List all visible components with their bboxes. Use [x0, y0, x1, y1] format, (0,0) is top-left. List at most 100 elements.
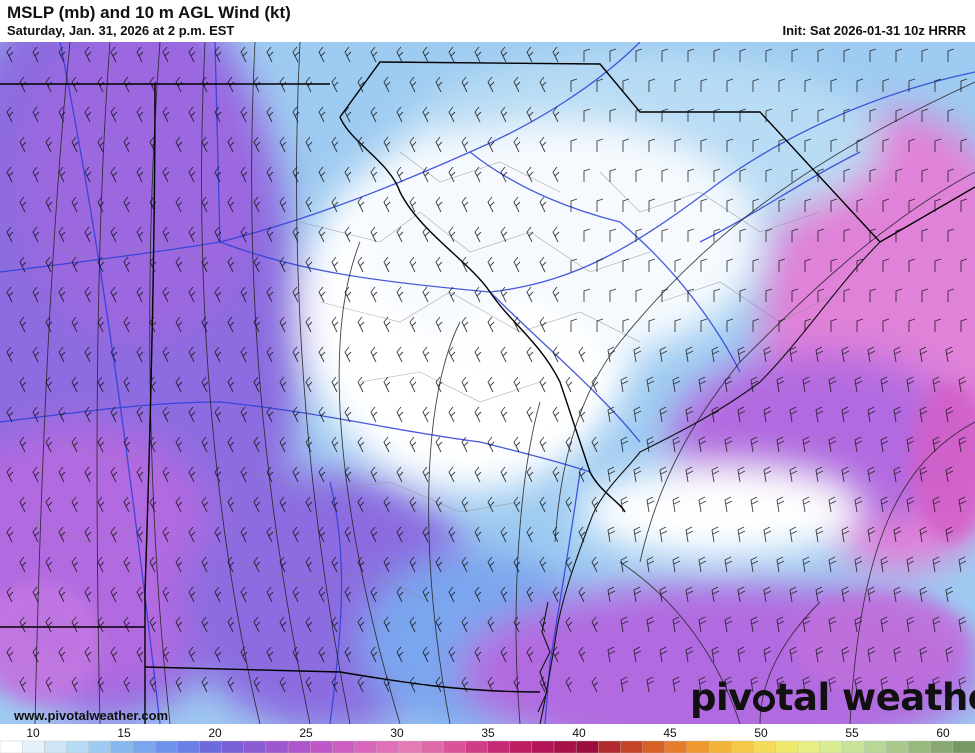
wind-barb: [32, 526, 40, 543]
colorbar-tick-label: 55: [845, 726, 859, 740]
wind-barb: [409, 256, 417, 273]
wind-barb: [596, 318, 604, 332]
wind-barb: [175, 256, 183, 273]
wind-barb: [448, 106, 456, 123]
wind-barb: [474, 166, 482, 183]
wind-barb: [110, 526, 118, 543]
wind-barb: [739, 228, 747, 242]
wind-barb: [149, 136, 157, 153]
wind-barb: [815, 526, 824, 543]
wind-barb: [45, 676, 53, 693]
wind-barb: [305, 376, 313, 393]
wind-barb: [240, 226, 248, 243]
wind-barb: [422, 226, 430, 243]
wind-barb: [960, 258, 968, 272]
wind-barb: [474, 226, 482, 243]
wind-barb: [97, 196, 105, 213]
wind-barb: [240, 106, 248, 123]
wind-barb: [45, 556, 53, 573]
weather-map[interactable]: [0, 42, 975, 724]
wind-barb: [776, 676, 785, 693]
wind-barb: [895, 48, 903, 62]
wind-barb: [214, 166, 222, 183]
wind-barb: [396, 526, 404, 543]
wind-barb: [266, 226, 274, 243]
wind-barb: [45, 256, 53, 273]
wind-barb: [71, 136, 79, 153]
colorbar-swatch: [398, 740, 422, 753]
wind-barb: [162, 466, 170, 483]
wind-barb: [110, 226, 118, 243]
wind-barb: [578, 406, 586, 423]
wind-barb: [841, 526, 850, 543]
wind-barb: [318, 586, 326, 603]
wind-barb: [201, 436, 209, 453]
colorbar-tick-label: 30: [390, 726, 404, 740]
website-url[interactable]: www.pivotalweather.com: [14, 708, 169, 723]
wind-barb: [882, 198, 890, 212]
wind-barb: [737, 346, 746, 363]
wind-barb: [843, 228, 851, 242]
wind-barb: [685, 586, 694, 603]
wind-barb: [357, 556, 365, 573]
wind-barb: [856, 258, 864, 272]
wind-barb: [880, 676, 889, 693]
wind-barb: [622, 138, 630, 152]
wind-barb: [461, 316, 469, 333]
wind-barb: [539, 196, 547, 213]
valid-time: Saturday, Jan. 31, 2026 at 2 p.m. EST: [7, 23, 235, 38]
wind-barb: [648, 78, 656, 92]
wind-barb: [149, 76, 157, 93]
wind-barb: [659, 586, 668, 603]
wind-barb: [739, 48, 747, 62]
highways: [0, 42, 975, 724]
brand-left: piv: [690, 676, 752, 719]
wind-barb: [841, 466, 850, 483]
wind-barb: [867, 526, 876, 543]
wind-barb: [552, 106, 560, 123]
wind-barb: [435, 616, 443, 633]
wind-barb: [906, 616, 915, 633]
wind-barb: [609, 288, 617, 302]
wind-barb: [227, 676, 235, 693]
wind-barb: [908, 198, 916, 212]
wind-barb: [266, 526, 274, 543]
wind-barb: [565, 376, 573, 393]
wind-barb: [815, 346, 824, 363]
wind-barb: [32, 166, 40, 183]
wind-barb: [370, 226, 378, 243]
colorbar-swatch: [442, 740, 467, 753]
wind-barb: [565, 556, 573, 573]
wind-barb: [687, 228, 695, 242]
wind-barb: [97, 376, 105, 393]
wind-barb: [435, 76, 443, 93]
wind-barb: [201, 256, 209, 273]
wind-barb: [880, 556, 889, 573]
wind-barb: [162, 586, 170, 603]
wind-barb: [726, 78, 734, 92]
wind-barb: [565, 676, 573, 693]
wind-barb: [513, 376, 521, 393]
wind-barb: [698, 436, 707, 453]
wind-barb: [869, 48, 877, 62]
wind-barb: [6, 406, 14, 423]
wind-barb: [19, 676, 27, 693]
wind-barb: [776, 436, 785, 453]
wind-barb: [789, 466, 798, 483]
wind-barb: [331, 136, 339, 153]
wind-barb: [609, 108, 617, 122]
wind-barb: [136, 106, 144, 123]
wind-barb: [906, 436, 915, 453]
wind-barb: [778, 318, 786, 332]
wind-barb: [149, 676, 157, 693]
wind-barb: [227, 316, 235, 333]
colorbar-swatch: [864, 740, 888, 753]
wind-barb: [828, 496, 837, 513]
wind-barb: [934, 78, 942, 92]
wind-barb: [552, 346, 560, 363]
wind-barb: [947, 228, 955, 242]
wind-barb: [934, 198, 942, 212]
wind-barb: [895, 228, 903, 242]
wind-barb: [958, 496, 967, 513]
wind-barb: [344, 46, 352, 63]
